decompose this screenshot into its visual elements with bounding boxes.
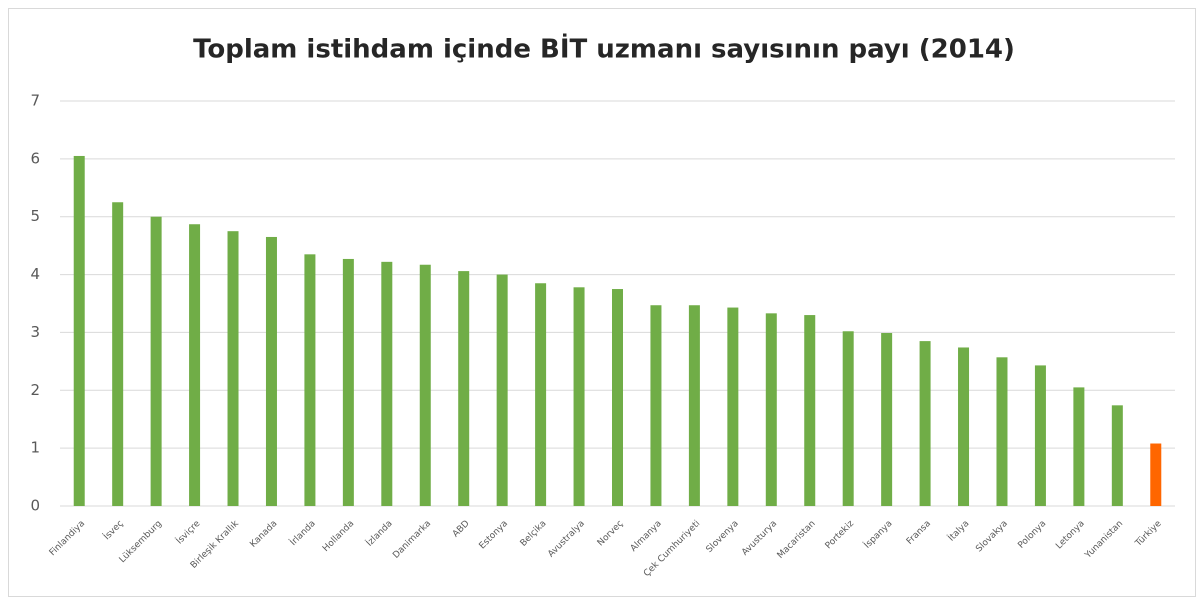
bar — [958, 347, 970, 506]
chart-title: Toplam istihdam içinde BİT uzmanı sayısı… — [193, 33, 1015, 65]
bar — [612, 289, 623, 506]
y-tick-label: 7 — [30, 92, 40, 110]
bar — [1073, 387, 1085, 506]
bar — [112, 202, 124, 506]
bar — [650, 305, 662, 506]
bar — [1111, 405, 1123, 506]
y-tick-label: 5 — [30, 207, 40, 225]
y-tick-label: 3 — [30, 323, 40, 341]
bar — [727, 307, 739, 506]
bar — [419, 264, 431, 506]
bar — [535, 283, 547, 506]
y-tick-label: 0 — [30, 497, 40, 515]
bar — [227, 231, 239, 506]
bar — [342, 258, 354, 506]
bar — [573, 287, 585, 506]
bar — [881, 333, 893, 506]
bar — [73, 155, 85, 506]
bar — [842, 331, 854, 506]
y-tick-label: 4 — [30, 265, 40, 283]
bar — [304, 254, 316, 506]
y-tick-label: 6 — [30, 149, 40, 167]
bar — [1034, 365, 1046, 506]
bar — [150, 216, 162, 506]
bar — [381, 261, 393, 506]
bar — [265, 236, 277, 506]
bar — [458, 271, 470, 506]
chart-border — [8, 8, 1196, 597]
bar — [919, 341, 931, 506]
bar — [496, 274, 508, 506]
bar — [189, 224, 201, 506]
bar — [688, 305, 700, 506]
bar — [1150, 443, 1162, 506]
bar — [804, 315, 816, 506]
y-tick-label: 1 — [30, 439, 40, 457]
bar — [765, 313, 777, 506]
y-tick-label: 2 — [30, 381, 40, 399]
bar — [996, 357, 1008, 506]
